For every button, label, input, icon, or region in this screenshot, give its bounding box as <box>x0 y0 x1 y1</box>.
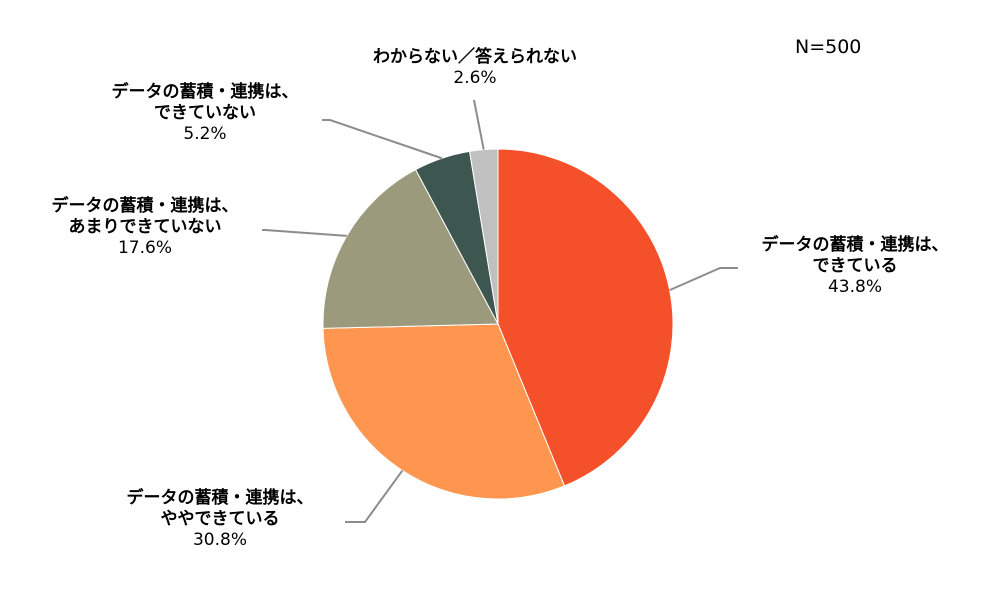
slice-label-can-line1: データの蓄積・連携は、 <box>761 235 949 255</box>
slice-label-cannot-line2: できていない <box>154 103 256 123</box>
slice-value-cannot: 5.2% <box>183 124 227 144</box>
slice-label-somewhat-line2: ややできている <box>160 509 280 529</box>
slice-label-somewhat-line1: データの蓄積・連携は、 <box>126 488 314 508</box>
slice-label-cannot: データの蓄積・連携は、 できていない 5.2% <box>90 82 320 145</box>
slice-label-not-much-line2: あまりできていない <box>68 217 222 237</box>
leader-line-unknown <box>473 99 485 150</box>
slice-value-somewhat: 30.8% <box>192 530 247 550</box>
slice-label-unknown: わからない／答えられない 2.6% <box>330 47 620 89</box>
slice-label-can-line2: できている <box>812 256 898 276</box>
slice-label-can: データの蓄積・連携は、 できている 43.8% <box>740 235 970 298</box>
leader-line-not-much <box>262 229 347 237</box>
slice-value-not-much: 17.6% <box>117 238 172 258</box>
slice-label-unknown-line1: わからない／答えられない <box>373 47 577 67</box>
pie-slice-somewhat <box>322 323 566 500</box>
slice-label-not-much: データの蓄積・連携は、 あまりできていない 17.6% <box>25 196 265 259</box>
slice-label-cannot-line1: データの蓄積・連携は、 <box>111 82 299 102</box>
slice-label-not-much-line1: データの蓄積・連携は、 <box>51 196 239 216</box>
leader-line-somewhat <box>345 469 404 523</box>
slice-value-can: 43.8% <box>827 277 882 297</box>
slice-value-unknown: 2.6% <box>453 68 497 88</box>
leader-line-cannot <box>322 119 443 160</box>
slice-label-somewhat: データの蓄積・連携は、 ややできている 30.8% <box>100 488 340 551</box>
leader-line-can <box>669 267 738 292</box>
sample-size-label: N=500 <box>795 36 862 58</box>
